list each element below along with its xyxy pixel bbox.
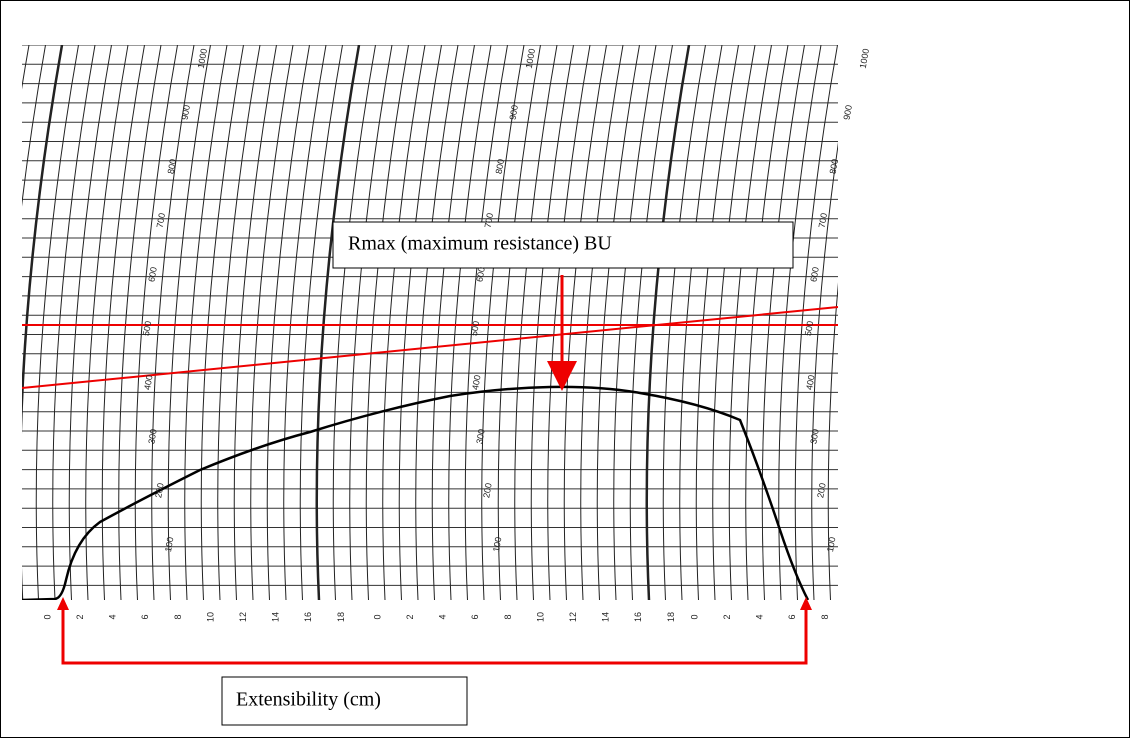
time-label: 8 (503, 614, 513, 619)
time-label: 2 (75, 614, 85, 619)
time-label: 10 (535, 612, 545, 622)
time-label: 14 (601, 612, 611, 622)
time-label: 14 (271, 612, 281, 622)
time-label: 0 (372, 614, 382, 619)
time-label: 0 (689, 614, 699, 619)
rmax-label: Rmax (maximum resistance) BU (348, 233, 612, 255)
time-label: 6 (140, 614, 150, 619)
time-label: 4 (438, 614, 448, 619)
time-label: 12 (238, 612, 248, 622)
time-label: 4 (108, 614, 118, 619)
time-label: 6 (787, 614, 797, 619)
time-label: 2 (405, 614, 415, 619)
time-label: 6 (470, 614, 480, 619)
time-label: 8 (820, 614, 830, 619)
time-label: 16 (633, 612, 643, 622)
time-label: 2 (722, 614, 732, 619)
time-label: 10 (205, 612, 215, 622)
time-label: 8 (173, 614, 183, 619)
time-label: 18 (336, 612, 346, 622)
time-label: 18 (666, 612, 676, 622)
frame (1, 1, 1130, 738)
time-label: 0 (42, 614, 52, 619)
time-label: 16 (303, 612, 313, 622)
time-label: 12 (568, 612, 578, 622)
page: Rmax (maximum resistance) BU Extensibili… (0, 0, 1130, 738)
extensibility-label: Extensibility (cm) (236, 689, 381, 711)
time-label: 4 (755, 614, 765, 619)
